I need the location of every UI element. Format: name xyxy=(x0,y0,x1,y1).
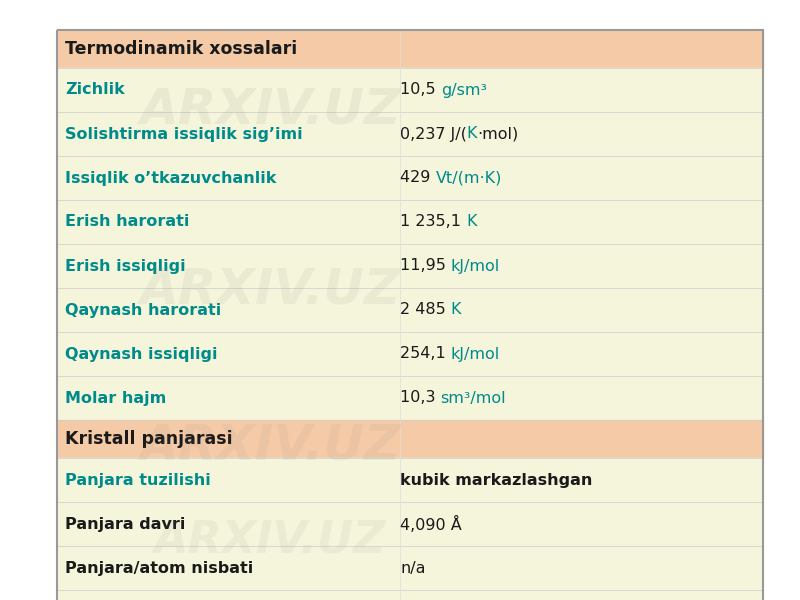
Text: 1 235,1: 1 235,1 xyxy=(400,214,466,229)
Text: Panjara/atom nisbati: Panjara/atom nisbati xyxy=(65,560,254,575)
Text: Panjara tuzilishi: Panjara tuzilishi xyxy=(65,473,210,487)
Text: 10,5: 10,5 xyxy=(400,82,441,97)
Text: K: K xyxy=(451,302,462,317)
Bar xyxy=(57,546,763,590)
Bar xyxy=(57,332,763,376)
Text: K: K xyxy=(466,214,477,229)
Text: 254,1: 254,1 xyxy=(400,346,451,361)
Text: 2 485: 2 485 xyxy=(400,302,451,317)
Text: ARXIV.UZ: ARXIV.UZ xyxy=(154,518,386,562)
Text: sm³/mol: sm³/mol xyxy=(441,391,506,406)
Bar xyxy=(57,156,763,200)
Text: Erish harorati: Erish harorati xyxy=(65,214,190,229)
Text: Kristall panjarasi: Kristall panjarasi xyxy=(65,430,233,448)
Text: n/a: n/a xyxy=(400,560,426,575)
Bar xyxy=(57,200,763,244)
Text: ·mol): ·mol) xyxy=(478,127,518,142)
Text: Vt/(m·K): Vt/(m·K) xyxy=(435,170,502,185)
Text: 10,3: 10,3 xyxy=(400,391,441,406)
Text: 0,237 J/(: 0,237 J/( xyxy=(400,127,467,142)
Bar xyxy=(57,30,763,68)
Text: Erish issiqligi: Erish issiqligi xyxy=(65,259,186,274)
Text: kJ/mol: kJ/mol xyxy=(451,259,500,274)
Bar xyxy=(57,590,763,600)
Text: Issiqlik o’tkazuvchanlik: Issiqlik o’tkazuvchanlik xyxy=(65,170,276,185)
Text: Molar hajm: Molar hajm xyxy=(65,391,166,406)
Bar xyxy=(57,502,763,546)
Text: kJ/mol: kJ/mol xyxy=(451,346,500,361)
Bar xyxy=(57,288,763,332)
Text: Panjara davri: Panjara davri xyxy=(65,517,186,532)
Text: Termodinamik xossalari: Termodinamik xossalari xyxy=(65,40,298,58)
Text: 4,090 Å: 4,090 Å xyxy=(400,515,462,533)
Text: Solishtirma issiqlik sig’imi: Solishtirma issiqlik sig’imi xyxy=(65,127,302,142)
Text: Qaynash issiqligi: Qaynash issiqligi xyxy=(65,346,218,361)
Text: K: K xyxy=(467,127,478,142)
Bar xyxy=(57,30,763,600)
Bar xyxy=(57,376,763,420)
Bar xyxy=(57,420,763,458)
Text: ARXIV.UZ: ARXIV.UZ xyxy=(139,266,401,314)
Bar xyxy=(57,68,763,112)
Text: Qaynash harorati: Qaynash harorati xyxy=(65,302,222,317)
Text: kubik markazlashgan: kubik markazlashgan xyxy=(400,473,592,487)
Text: 429: 429 xyxy=(400,170,435,185)
Bar xyxy=(57,458,763,502)
Text: 11,95: 11,95 xyxy=(400,259,451,274)
Bar xyxy=(57,112,763,156)
Text: g/sm³: g/sm³ xyxy=(441,82,486,97)
Text: ARXIV.UZ: ARXIV.UZ xyxy=(139,421,401,469)
Text: ARXIV.UZ: ARXIV.UZ xyxy=(139,86,401,134)
Text: Zichlik: Zichlik xyxy=(65,82,125,97)
Bar xyxy=(57,244,763,288)
